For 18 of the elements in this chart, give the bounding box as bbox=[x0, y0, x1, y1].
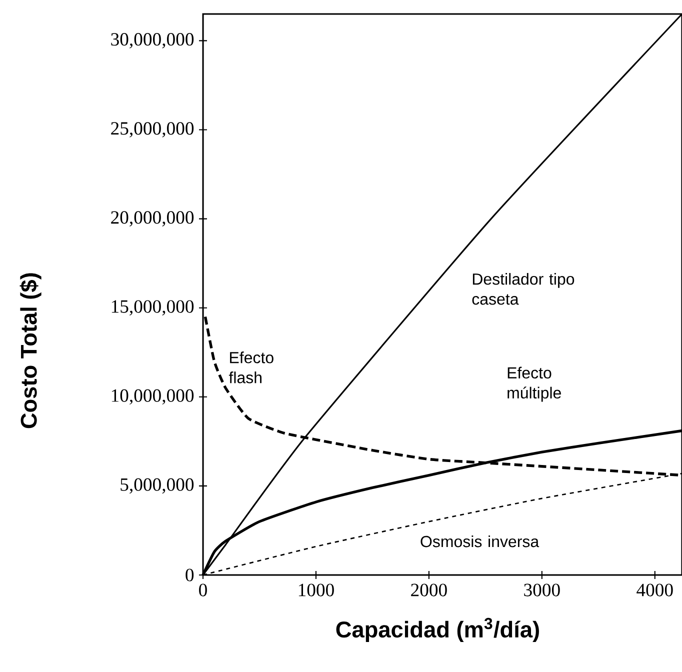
text: Efecto múltiple bbox=[508, 366, 561, 402]
x-tick-label: 2000 bbox=[411, 584, 447, 596]
x-tick-label: 0 bbox=[199, 584, 207, 596]
x-tick-label: 4000 bbox=[636, 584, 673, 596]
y-tick-label: 15,000,000 bbox=[112, 300, 194, 316]
y-axis-title: Costo Total ($) bbox=[20, 273, 42, 428]
x-tick-label: 3000 bbox=[524, 584, 560, 596]
series-label: Osmosis inversa bbox=[420, 535, 540, 548]
y-tick-label: 30,000,000 bbox=[111, 33, 194, 48]
series-label: Efecto flash bbox=[228, 352, 274, 384]
y-tick-label: 5,000,000 bbox=[120, 478, 194, 494]
series-label: Destilador tipo caseta bbox=[472, 273, 574, 305]
x-axis-title: Capacidad (m$^{3}$/día) bbox=[336, 618, 539, 642]
y-tick-label: 10,000,000 bbox=[112, 389, 194, 405]
y-tick-label: 20,000,000 bbox=[111, 211, 194, 226]
y-tick-label: 25,000,000 bbox=[111, 122, 194, 138]
x-tick-label: 1000 bbox=[298, 584, 334, 596]
y-tick-label: 0 bbox=[186, 568, 194, 582]
